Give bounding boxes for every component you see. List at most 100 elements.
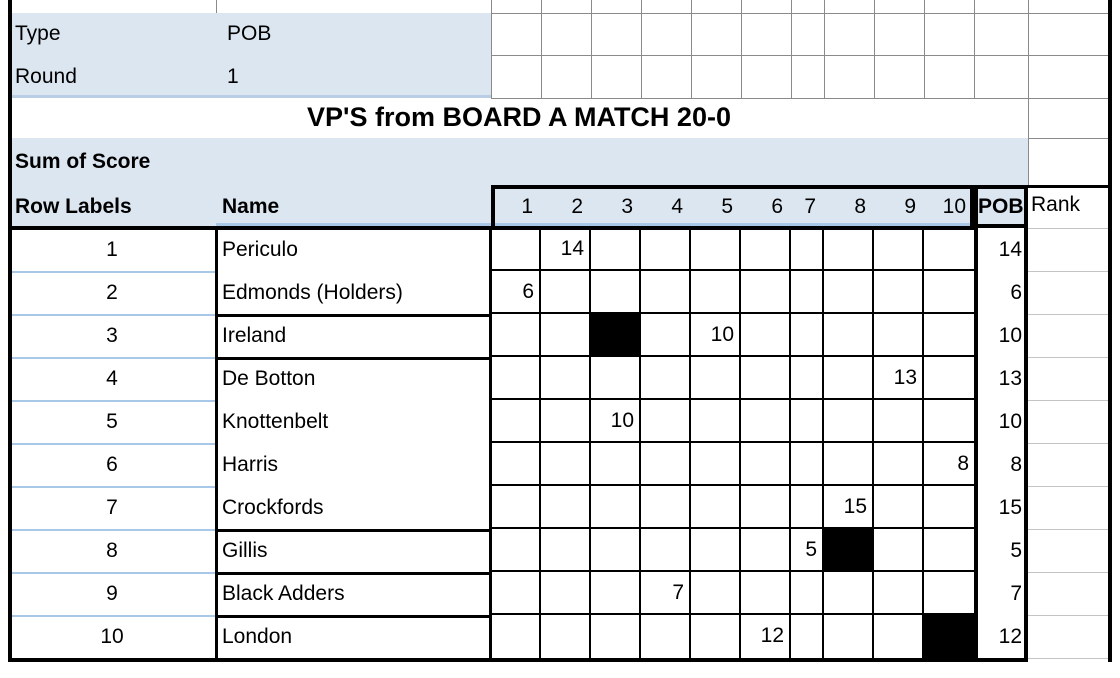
score-cell[interactable] xyxy=(791,486,824,529)
row-label-cell[interactable]: 6 xyxy=(106,453,118,476)
rank-cell[interactable] xyxy=(1031,486,1108,529)
team-name-cell[interactable]: Crockfords xyxy=(222,496,324,519)
score-cell[interactable]: 6 xyxy=(491,271,541,314)
type-value[interactable]: POB xyxy=(227,22,272,45)
score-cell[interactable] xyxy=(824,357,874,400)
rank-cell[interactable] xyxy=(1031,357,1108,400)
score-cell[interactable] xyxy=(591,615,641,658)
score-cell[interactable] xyxy=(874,443,924,486)
score-cell[interactable] xyxy=(591,228,641,271)
team-name-cell[interactable]: Knottenbelt xyxy=(222,410,329,433)
score-cell[interactable] xyxy=(824,615,874,658)
score-cell[interactable] xyxy=(541,529,591,572)
score-cell[interactable] xyxy=(541,486,591,529)
pob-value-cell[interactable]: 6 xyxy=(1010,281,1022,304)
board-col-header[interactable]: 4 xyxy=(671,195,683,218)
score-cell[interactable] xyxy=(924,228,974,271)
board-col-header[interactable]: 10 xyxy=(942,195,966,218)
row-label-cell[interactable]: 3 xyxy=(106,324,118,347)
name-column-header[interactable]: Name xyxy=(222,195,280,218)
score-cell[interactable] xyxy=(691,529,741,572)
pob-value-cell[interactable]: 7 xyxy=(1010,582,1022,605)
score-cell[interactable] xyxy=(741,529,791,572)
score-cell[interactable] xyxy=(741,400,791,443)
score-cell[interactable] xyxy=(591,443,641,486)
rank-cell[interactable] xyxy=(1031,314,1108,357)
score-cell[interactable] xyxy=(924,271,974,314)
pob-column-header[interactable]: POB xyxy=(978,195,1024,218)
board-col-header[interactable]: 5 xyxy=(721,195,733,218)
score-cell[interactable] xyxy=(491,357,541,400)
score-cell[interactable] xyxy=(824,271,874,314)
score-cell[interactable] xyxy=(741,228,791,271)
score-cell[interactable] xyxy=(691,271,741,314)
score-cell[interactable] xyxy=(541,271,591,314)
row-label-cell[interactable]: 5 xyxy=(106,410,118,433)
score-cell[interactable] xyxy=(791,572,824,615)
score-cell[interactable] xyxy=(491,228,541,271)
score-cell[interactable] xyxy=(824,400,874,443)
score-cell[interactable]: 10 xyxy=(591,400,641,443)
pob-value-cell[interactable]: 5 xyxy=(1010,539,1022,562)
team-name-cell[interactable]: Ireland xyxy=(222,324,287,347)
rank-cell[interactable] xyxy=(1031,228,1108,271)
score-cell[interactable] xyxy=(791,443,824,486)
score-cell[interactable] xyxy=(874,572,924,615)
round-label[interactable]: Round xyxy=(15,65,77,88)
score-cell[interactable] xyxy=(691,572,741,615)
score-cell[interactable] xyxy=(591,529,641,572)
board-col-header[interactable]: 7 xyxy=(804,195,816,218)
score-cell[interactable] xyxy=(591,271,641,314)
score-cell[interactable] xyxy=(924,529,974,572)
score-cell[interactable] xyxy=(791,615,824,658)
score-cell[interactable] xyxy=(641,357,691,400)
score-cell[interactable] xyxy=(791,228,824,271)
score-cell[interactable] xyxy=(874,529,924,572)
score-cell[interactable] xyxy=(641,529,691,572)
team-name-cell[interactable]: De Botton xyxy=(222,367,316,390)
score-cell[interactable] xyxy=(591,357,641,400)
row-label-cell[interactable]: 10 xyxy=(100,625,124,648)
row-label-cell[interactable]: 9 xyxy=(106,582,118,605)
row-label-cell[interactable]: 7 xyxy=(106,496,118,519)
row-label-cell[interactable]: 8 xyxy=(106,539,118,562)
blocked-cell[interactable] xyxy=(591,314,641,357)
score-cell[interactable]: 13 xyxy=(874,357,924,400)
blocked-cell[interactable] xyxy=(924,615,974,658)
score-cell[interactable] xyxy=(691,400,741,443)
score-cell[interactable] xyxy=(541,314,591,357)
score-cell[interactable] xyxy=(741,357,791,400)
score-cell[interactable]: 5 xyxy=(791,529,824,572)
score-cell[interactable]: 10 xyxy=(691,314,741,357)
score-cell[interactable] xyxy=(824,228,874,271)
score-cell[interactable] xyxy=(924,572,974,615)
score-cell[interactable] xyxy=(641,271,691,314)
score-cell[interactable] xyxy=(691,228,741,271)
row-label-cell[interactable]: 1 xyxy=(106,238,118,261)
board-col-header[interactable]: 1 xyxy=(521,195,533,218)
score-cell[interactable] xyxy=(491,615,541,658)
round-value[interactable]: 1 xyxy=(227,65,239,88)
score-cell[interactable] xyxy=(691,443,741,486)
score-cell[interactable] xyxy=(541,443,591,486)
row-labels-header[interactable]: Row Labels xyxy=(15,195,132,218)
team-name-cell[interactable]: London xyxy=(222,625,293,648)
team-name-cell[interactable]: Periculo xyxy=(222,238,298,261)
score-cell[interactable] xyxy=(491,400,541,443)
pob-value-cell[interactable]: 15 xyxy=(998,496,1022,519)
type-label[interactable]: Type xyxy=(15,22,61,45)
pob-value-cell[interactable]: 10 xyxy=(998,410,1022,433)
score-cell[interactable]: 7 xyxy=(641,572,691,615)
score-cell[interactable] xyxy=(491,486,541,529)
score-cell[interactable] xyxy=(591,572,641,615)
rank-column-header[interactable]: Rank xyxy=(1031,193,1081,216)
score-cell[interactable]: 15 xyxy=(824,486,874,529)
score-cell[interactable] xyxy=(691,486,741,529)
rank-cell[interactable] xyxy=(1031,271,1108,314)
score-cell[interactable] xyxy=(491,443,541,486)
team-name-cell[interactable]: Black Adders xyxy=(222,582,345,605)
score-cell[interactable]: 12 xyxy=(741,615,791,658)
sum-of-score-label[interactable]: Sum of Score xyxy=(15,150,151,173)
score-cell[interactable] xyxy=(541,400,591,443)
score-cell[interactable] xyxy=(741,486,791,529)
